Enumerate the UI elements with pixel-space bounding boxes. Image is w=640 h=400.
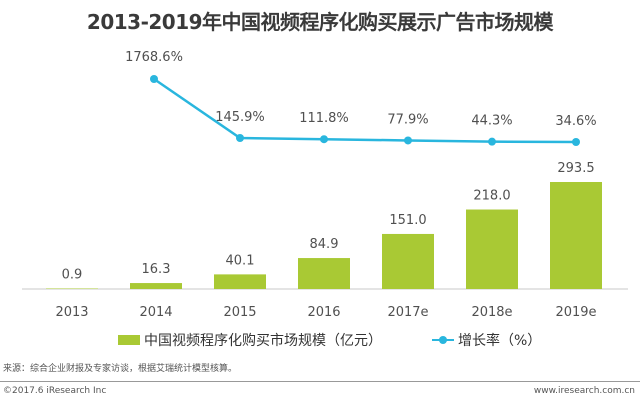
growth-rate-label: 1768.6% [125,50,183,65]
bar-value-labels: 0.9 16.3 40.1 84.9 151.0 218.0 293.5 [62,161,595,283]
bar-value-label: 293.5 [557,161,594,176]
growth-rate-point-2015 [236,134,244,142]
footer-divider [0,381,640,382]
growth-rate-point-2017e [404,136,412,145]
bar-value-label: 151.0 [389,213,426,228]
growth-rate-label: 77.9% [387,112,428,127]
source-note: 来源：综合企业财报及专家访谈，根据艾瑞统计模型核算。 [3,364,238,374]
bar-2014 [130,283,182,289]
bar-value-label: 40.1 [226,253,255,268]
x-tick-label: 2017e [387,305,428,320]
legend-line-marker-icon [432,335,454,345]
line-series [150,75,580,146]
bar-2016 [298,258,350,289]
bar-2018e [466,209,518,289]
x-tick-label: 2014 [139,305,172,320]
bar-2015 [214,274,266,289]
bar-2019e [550,182,602,289]
x-tick-label: 2016 [307,305,340,320]
legend-item-market-size: 中国视频程序化购买市场规模（亿元） [118,330,382,350]
growth-rate-label: 111.8% [299,111,349,126]
x-tick-label: 2019e [555,305,596,320]
growth-rate-line [153,77,577,144]
legend-bar-label: 中国视频程序化购买市场规模（亿元） [144,333,382,349]
website-link[interactable]: www.iresearch.com.cn [533,386,635,396]
x-tick-labels: 2013 2014 2015 2016 2017e 2018e 2019e [55,305,596,320]
legend-item-growth-rate: 增长率（%） [432,330,541,350]
x-tick-label: 2018e [471,305,512,320]
growth-rate-point-2014 [150,75,158,83]
copyright: ©2017.6 iResearch Inc [3,386,107,396]
legend-bar-swatch-icon [118,335,140,345]
bar-value-label: 218.0 [473,189,510,204]
chart-title: 2013-2019年中国视频程序化购买展示广告市场规模 [86,10,554,34]
growth-rate-point-2018e [488,137,496,146]
growth-rate-point-2019e [572,138,580,146]
line-value-labels: 1768.6% 145.9% 111.8% 77.9% 44.3% 34.6% [125,50,597,129]
growth-rate-point-2016 [320,135,328,144]
bar-value-label: 16.3 [142,262,171,277]
x-tick-label: 2013 [55,305,88,320]
legend: 中国视频程序化购买市场规模（亿元） 增长率（%） [0,330,640,350]
bar-2017e [382,233,434,289]
growth-rate-label: 145.9% [215,110,265,125]
x-tick-label: 2015 [223,305,256,320]
growth-rate-label: 34.6% [555,114,596,129]
bar-value-label: 0.9 [62,268,83,283]
bar-2013 [46,288,98,289]
bar-series [46,182,602,289]
growth-rate-label: 44.3% [471,114,512,129]
legend-line-label: 增长率（%） [458,333,542,349]
bar-value-label: 84.9 [310,237,339,252]
